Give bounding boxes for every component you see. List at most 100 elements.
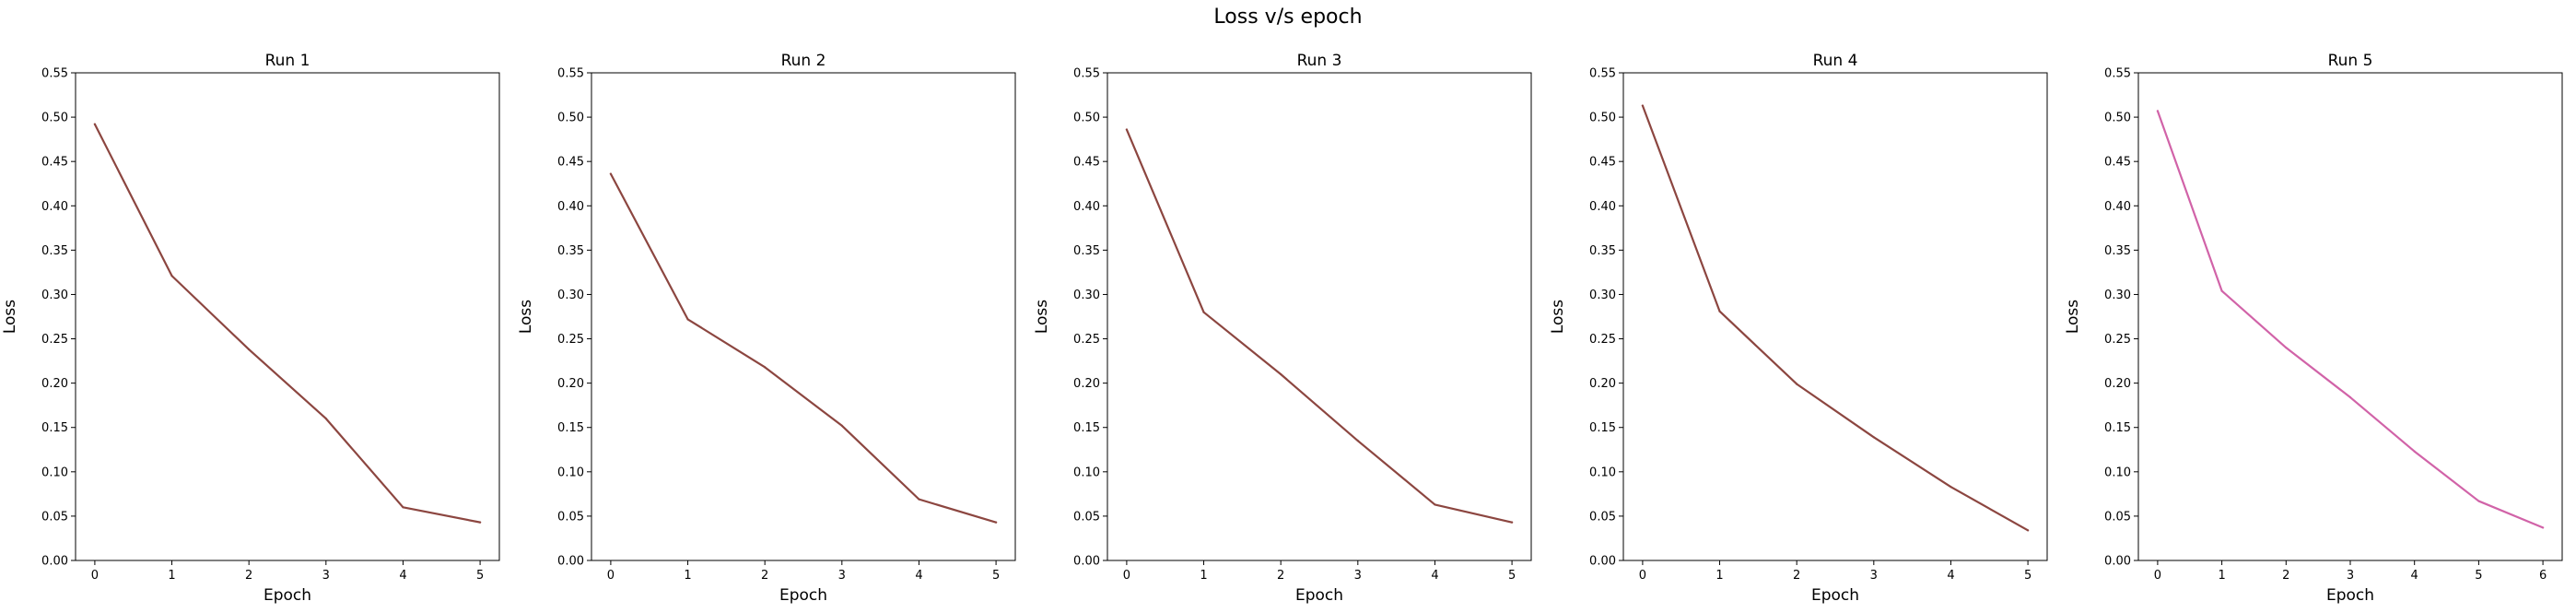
run-1-x-axis-label: Epoch bbox=[263, 586, 311, 605]
run-3-title: Run 3 bbox=[1297, 52, 1342, 70]
run-5-y-tick-label: 0.10 bbox=[2104, 466, 2131, 479]
run-5-y-tick-label: 0.00 bbox=[2104, 555, 2131, 569]
run-2-title: Run 2 bbox=[781, 52, 826, 70]
run-5-x-tick-label: 3 bbox=[2347, 569, 2354, 583]
run-5-loss-point bbox=[2541, 526, 2545, 529]
run-5-loss-point bbox=[2220, 289, 2223, 292]
run-2-y-tick-label: 0.00 bbox=[557, 555, 584, 569]
run-2-y-tick-label: 0.35 bbox=[557, 244, 584, 258]
run-2-loss-point bbox=[686, 318, 689, 321]
run-2-x-tick-label: 2 bbox=[761, 569, 768, 583]
run-5-y-tick-label: 0.45 bbox=[2104, 156, 2131, 170]
run-5-loss-point bbox=[2156, 110, 2160, 112]
run-4-y-tick-label: 0.15 bbox=[1589, 421, 1616, 435]
run-2-x-tick-label: 0 bbox=[607, 569, 615, 583]
run-2-y-tick-label: 0.20 bbox=[557, 377, 584, 391]
run-5-axes-frame bbox=[2137, 72, 2563, 561]
run-5-loss-point bbox=[2413, 450, 2416, 453]
run-5-y-tick-label: 0.05 bbox=[2104, 510, 2131, 524]
run-2-loss-point bbox=[994, 521, 998, 524]
run-1-loss-point bbox=[402, 506, 404, 509]
run-4-y-tick-label: 0.40 bbox=[1589, 200, 1616, 214]
run-5-y-tick-label: 0.40 bbox=[2104, 200, 2131, 214]
run-2-x-tick-label: 3 bbox=[838, 569, 846, 583]
run-5-y-tick-label: 0.25 bbox=[2104, 333, 2131, 347]
run-1-title: Run 1 bbox=[265, 52, 310, 70]
run-1-x-tick-label: 4 bbox=[399, 569, 406, 583]
run-1-x-tick-label: 5 bbox=[476, 569, 484, 583]
run-5-y-tick-label: 0.55 bbox=[2104, 67, 2131, 81]
run-3-x-tick-label: 1 bbox=[1200, 569, 1207, 583]
run-4-x-tick-label: 4 bbox=[1947, 569, 1954, 583]
run-1-y-axis-label: Loss bbox=[1, 300, 19, 334]
run-2-y-tick-label: 0.10 bbox=[557, 466, 584, 479]
run-2-y-tick-label: 0.55 bbox=[557, 67, 584, 81]
run-3-loss-point bbox=[1125, 128, 1129, 131]
run-1-y-tick-label: 0.45 bbox=[41, 156, 68, 170]
run-3-x-tick-label: 2 bbox=[1277, 569, 1284, 583]
run-1-y-tick-label: 0.15 bbox=[41, 421, 68, 435]
run-5-x-tick-label: 2 bbox=[2282, 569, 2289, 583]
run-5-y-axis-label: Loss bbox=[2064, 300, 2082, 334]
run-4-y-tick-label: 0.30 bbox=[1589, 289, 1616, 302]
run-4-loss-point bbox=[1718, 310, 1721, 312]
run-2-loss-point bbox=[840, 424, 843, 427]
run-1-loss-point bbox=[478, 521, 482, 524]
figure-title: Loss v/s epoch bbox=[1213, 6, 1363, 29]
run-4-y-tick-label: 0.50 bbox=[1589, 112, 1616, 125]
run-2-y-tick-label: 0.05 bbox=[557, 510, 584, 524]
run-2-loss-point bbox=[609, 172, 613, 175]
run-3-loss-point bbox=[1280, 372, 1282, 376]
run-4-x-tick-label: 5 bbox=[2024, 569, 2032, 583]
run-2-loss-point bbox=[918, 498, 920, 501]
run-2-loss-point bbox=[764, 366, 767, 369]
run-5-x-axis-label: Epoch bbox=[2326, 586, 2374, 605]
run-4-y-axis-label: Loss bbox=[1549, 300, 1567, 334]
run-3-y-tick-label: 0.20 bbox=[1073, 377, 1100, 391]
run-5-x-tick-label: 4 bbox=[2411, 569, 2418, 583]
run-4-x-axis-label: Epoch bbox=[1811, 586, 1859, 605]
run-1-x-tick-label: 0 bbox=[91, 569, 99, 583]
run-5-title: Run 5 bbox=[2328, 52, 2373, 70]
run-4-loss-point bbox=[2026, 529, 2030, 532]
run-1-y-tick-label: 0.55 bbox=[41, 67, 68, 81]
run-3-y-tick-label: 0.15 bbox=[1073, 421, 1100, 435]
run-4-axes-frame bbox=[1622, 72, 2048, 561]
run-4-x-tick-label: 0 bbox=[1639, 569, 1646, 583]
run-3-y-tick-label: 0.10 bbox=[1073, 466, 1100, 479]
run-5-loss-point bbox=[2477, 500, 2480, 502]
run-3-loss-point bbox=[1356, 440, 1359, 442]
run-3-y-tick-label: 0.50 bbox=[1073, 112, 1100, 125]
run-4-loss-line bbox=[1641, 104, 2030, 532]
run-1-x-tick-label: 2 bbox=[245, 569, 252, 583]
run-1-loss-line bbox=[93, 123, 482, 524]
run-5-x-tick-label: 5 bbox=[2475, 569, 2482, 583]
run-3-x-tick-label: 3 bbox=[1354, 569, 1362, 583]
run-2-x-tick-label: 1 bbox=[684, 569, 691, 583]
run-3-y-tick-label: 0.25 bbox=[1073, 333, 1100, 347]
run-4-x-tick-label: 3 bbox=[1870, 569, 1878, 583]
run-4-loss-point bbox=[1872, 436, 1875, 439]
run-3-y-tick-label: 0.45 bbox=[1073, 156, 1100, 170]
run-2-y-tick-label: 0.40 bbox=[557, 200, 584, 214]
run-2-axes-frame bbox=[591, 72, 1016, 561]
run-2-x-axis-label: Epoch bbox=[779, 586, 827, 605]
run-3-loss-point bbox=[1202, 311, 1205, 313]
run-2-y-tick-label: 0.15 bbox=[557, 421, 584, 435]
run-3-y-tick-label: 0.35 bbox=[1073, 244, 1100, 258]
run-3-y-tick-label: 0.30 bbox=[1073, 289, 1100, 302]
run-4-y-tick-label: 0.25 bbox=[1589, 333, 1616, 347]
run-2-y-axis-label: Loss bbox=[517, 300, 535, 334]
run-2-y-tick-label: 0.50 bbox=[557, 112, 584, 125]
run-4-loss-point bbox=[1796, 383, 1798, 385]
run-1-loss-point bbox=[93, 123, 97, 125]
run-2-x-tick-label: 5 bbox=[992, 569, 1000, 583]
run-4-y-tick-label: 0.35 bbox=[1589, 244, 1616, 258]
run-3-x-tick-label: 4 bbox=[1431, 569, 1438, 583]
run-1-y-tick-label: 0.50 bbox=[41, 112, 68, 125]
run-1-y-tick-label: 0.20 bbox=[41, 377, 68, 391]
run-3-loss-point bbox=[1434, 503, 1436, 506]
run-2-y-tick-label: 0.30 bbox=[557, 289, 584, 302]
run-1-y-tick-label: 0.00 bbox=[41, 555, 68, 569]
